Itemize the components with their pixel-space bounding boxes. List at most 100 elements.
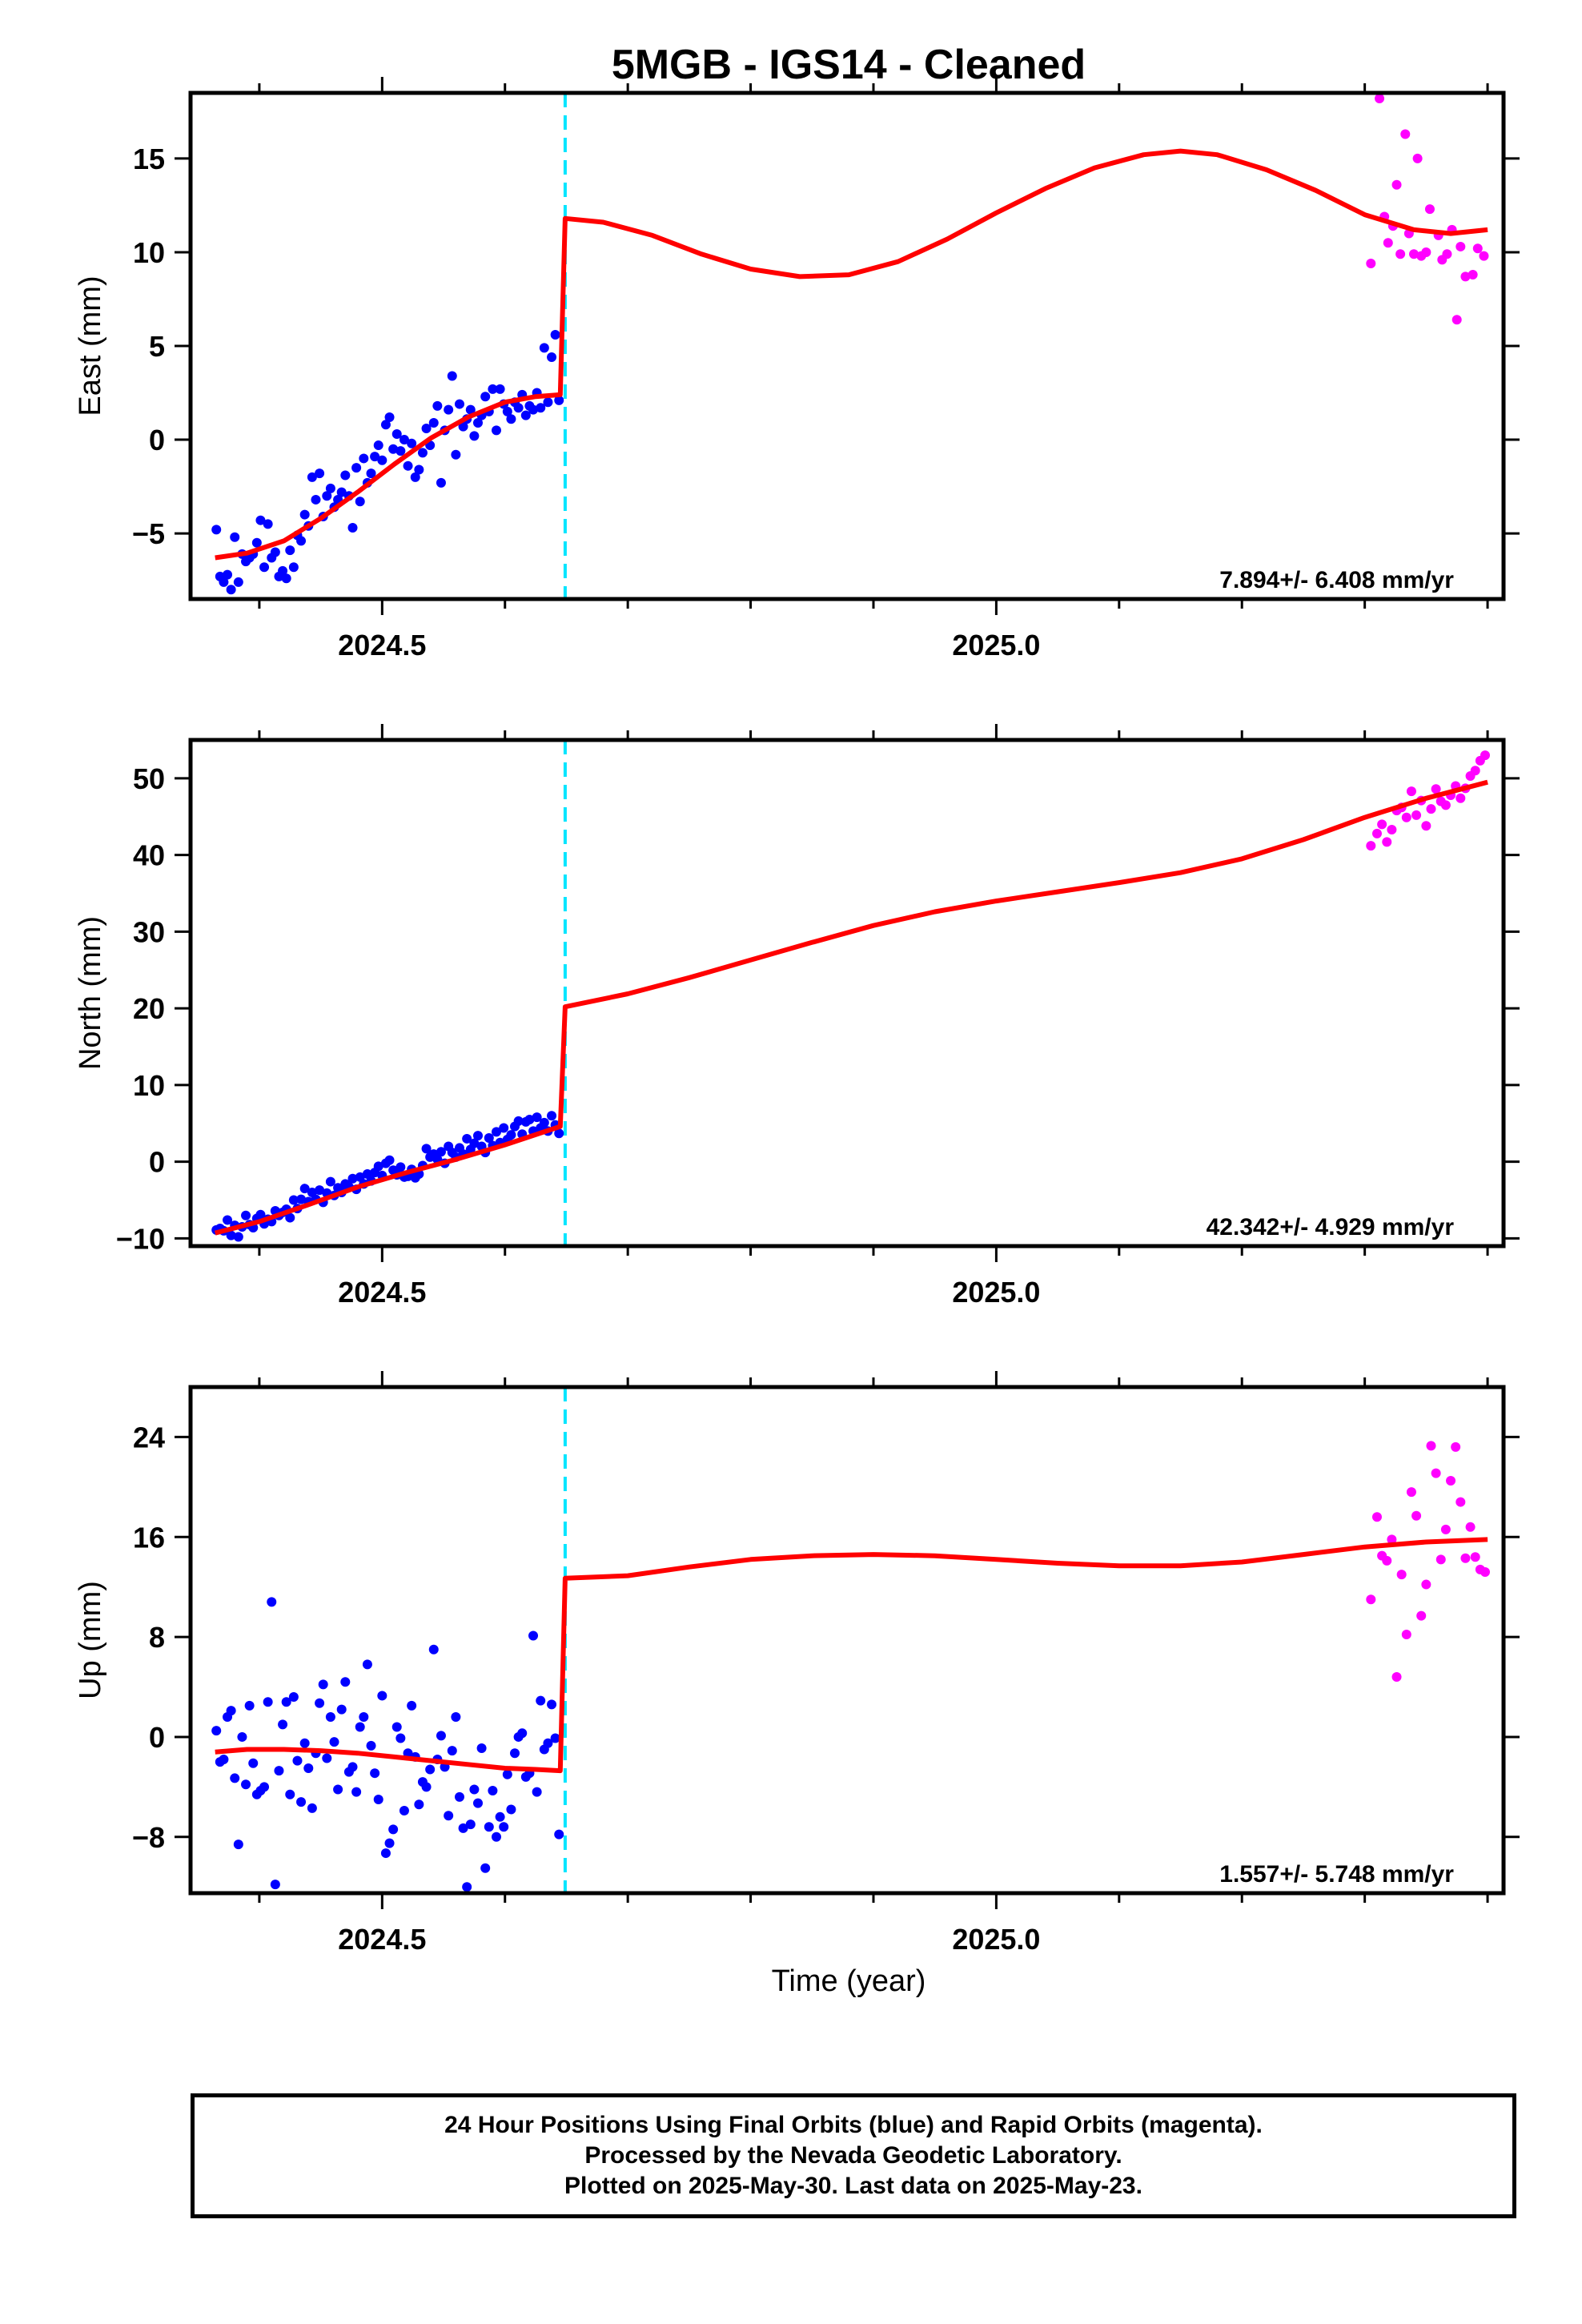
panel-east-final-point: [296, 536, 307, 546]
panel-up-frame: [188, 1385, 1506, 1896]
panel-up-final-point: [384, 1838, 395, 1848]
panel-north-rapid-point: [1387, 825, 1397, 835]
panel-east-final-point: [259, 562, 270, 573]
panel-up-final-point: [299, 1738, 310, 1748]
panel-east-final-point: [536, 403, 546, 413]
panel-up-final-point: [230, 1773, 240, 1783]
panel-up-final-point: [370, 1768, 380, 1779]
panel-east-rapid-point: [1468, 270, 1478, 280]
panel-up-final-point: [399, 1806, 409, 1816]
panel-north-rapid-point: [1406, 786, 1416, 797]
panel-up-final-point: [355, 1722, 365, 1732]
panel-up-final-point: [465, 1819, 476, 1830]
panel-up-final-point: [396, 1733, 406, 1743]
panel-up-final-point: [281, 1697, 291, 1707]
panel-north-final-point: [223, 1215, 233, 1225]
panel-east-rapid-point: [1456, 241, 1466, 251]
panel-up-final-point: [244, 1700, 255, 1711]
panel-up-final-point: [359, 1711, 369, 1722]
panel-east-final-point: [539, 343, 549, 353]
panel-up-model-curve: [215, 1537, 1488, 1774]
panel-up-final-point: [472, 1798, 483, 1808]
panel-east-final-point: [550, 329, 560, 340]
panel-east-frame: [188, 90, 1506, 601]
panel-up-final-point: [510, 1748, 520, 1759]
panel-north-rapid-point: [1426, 804, 1436, 814]
panel-north-y-tick-label: 10: [133, 1069, 165, 1102]
panel-east-final-point: [351, 463, 362, 473]
panel-up-rapid-point: [1366, 1594, 1376, 1605]
panel-up-rapid-point: [1435, 1554, 1446, 1565]
panel-up-final-point: [233, 1839, 243, 1850]
panel-east-final-point: [480, 392, 491, 402]
panel-north-final-point: [296, 1194, 307, 1204]
panel-up-final-point: [237, 1731, 247, 1742]
panel-east-final-point: [414, 464, 424, 475]
panel-east-final-point: [299, 509, 310, 520]
panel-up-final-point: [336, 1704, 347, 1715]
panel-east-plot-area: [211, 93, 1489, 599]
footer-line-2: Processed by the Nevada Geodetic Laborat…: [584, 2142, 1122, 2169]
panel-up-final-point: [388, 1824, 399, 1835]
panel-north-rapid-point: [1401, 812, 1411, 822]
panel-east-final-point: [391, 429, 402, 440]
panel-east-final-point: [488, 384, 498, 394]
panel-north-final-point: [285, 1212, 295, 1223]
panel-east-rapid-point: [1452, 315, 1462, 325]
panel-up-final-point: [241, 1779, 251, 1790]
panel-east-final-point: [255, 515, 266, 525]
panel-east-final-point: [233, 577, 243, 587]
panel-east-final-point: [520, 410, 531, 420]
panel-north-final-point: [532, 1112, 542, 1123]
panel-up-final-point: [458, 1823, 468, 1833]
panel-east-rapid-point: [1424, 204, 1435, 215]
panel-north-final-point: [484, 1132, 494, 1143]
panel-up-final-point: [407, 1700, 417, 1711]
panel-east-final-point: [502, 406, 512, 416]
panel-north-final-point: [325, 1176, 335, 1187]
panel-north-final-point: [299, 1184, 310, 1194]
panel-up-rapid-point: [1387, 1534, 1397, 1545]
panel-east-final-point: [263, 519, 273, 529]
panel-north-model-curve: [214, 779, 1488, 1236]
panel-up-rapid-point: [1391, 1672, 1402, 1683]
panel-up-final-point: [248, 1758, 259, 1768]
panel-north-y-tick-label: 30: [133, 915, 165, 948]
panel-up-final-point: [278, 1719, 288, 1730]
footer-caption: 24 Hour Positions Using Final Orbits (bl…: [191, 2093, 1516, 2218]
panel-east-final-point: [270, 547, 280, 557]
panel-east-final-point: [370, 452, 380, 462]
panel-east-final-point: [492, 425, 502, 436]
panel-east-final-point: [373, 440, 383, 451]
panel-north-final-point: [506, 1130, 516, 1140]
panel-east-final-point: [230, 532, 240, 542]
panel-east-final-point: [436, 477, 446, 488]
panel-east-rapid-point: [1421, 247, 1431, 257]
panel-east-final-point: [396, 446, 406, 456]
panel-up-rapid-point: [1431, 1468, 1441, 1478]
panel-up-final-point: [506, 1804, 516, 1815]
panel-east-rapid-point: [1460, 271, 1471, 282]
panel-up-final-point: [307, 1803, 317, 1813]
panel-up-final-point: [436, 1731, 446, 1741]
panel-up-final-point: [303, 1763, 314, 1773]
panel-up-final-point: [528, 1630, 539, 1641]
panel-up-y-axis-label: Up (mm): [74, 1581, 107, 1699]
panel-east-rapid-point: [1375, 94, 1385, 104]
panel-north-final-point: [288, 1195, 299, 1205]
panel-east-final-point: [432, 400, 443, 411]
panel-east-final-point: [336, 487, 347, 497]
panel-up-final-point: [325, 1711, 335, 1722]
panel-up-final-point: [421, 1782, 432, 1792]
panel-north-final-point: [524, 1115, 535, 1124]
panel-up-final-point: [550, 1733, 560, 1743]
panel-east-x-tick-label: 2025.0: [952, 629, 1040, 661]
panel-up-rapid-point: [1465, 1522, 1476, 1532]
panel-up-rapid-point: [1460, 1553, 1471, 1563]
panel-east-final-point: [219, 577, 229, 587]
panel-up-final-point: [414, 1799, 424, 1810]
panel-up-plot-area: [211, 1387, 1490, 1893]
panel-north-final-point: [472, 1131, 483, 1141]
panel-up-y-tick-label: 24: [133, 1421, 165, 1454]
